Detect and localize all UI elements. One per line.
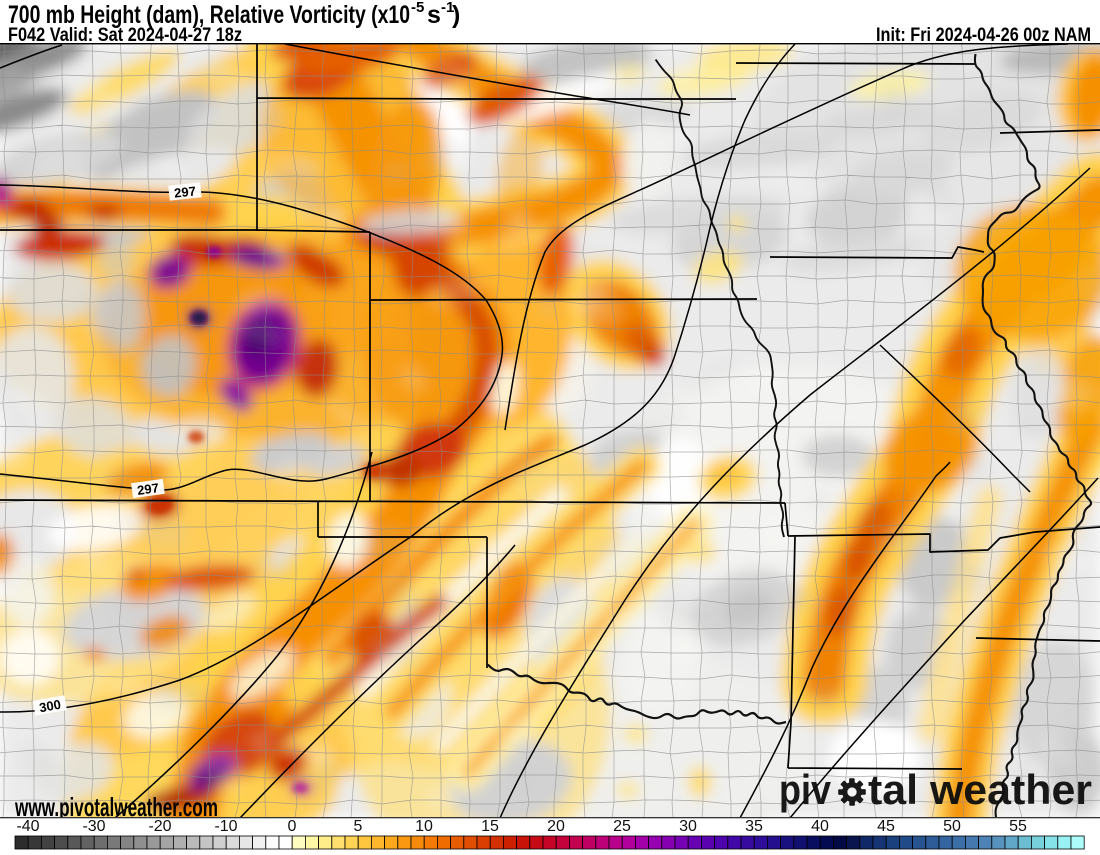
svg-text:700 mb Height (dam), Relative: 700 mb Height (dam), Relative Vorticity … [8,1,410,29]
svg-text:0: 0 [288,818,297,835]
svg-text:Init: Fri 2024-04-26 00z NAM: Init: Fri 2024-04-26 00z NAM [876,25,1091,46]
svg-text:): ) [452,1,460,29]
svg-text:35: 35 [745,818,763,835]
svg-text:45: 45 [877,818,895,835]
svg-text:297: 297 [136,480,160,498]
svg-text:-40: -40 [16,818,39,835]
svg-text:www.pivotalweather.com: www.pivotalweather.com [14,792,218,822]
svg-text:F042 Valid: Sat 2024-04-27 18z: F042 Valid: Sat 2024-04-27 18z [8,25,242,46]
svg-text:40: 40 [811,818,829,835]
svg-text:55: 55 [1009,818,1027,835]
svg-text:5: 5 [354,818,363,835]
svg-text:-20: -20 [148,818,171,835]
svg-text:10: 10 [415,818,433,835]
svg-text:piv: piv [779,766,832,813]
svg-text:30: 30 [679,818,697,835]
svg-text:300: 300 [38,697,62,716]
svg-text:20: 20 [547,818,565,835]
svg-text:-30: -30 [82,818,105,835]
svg-text:tal weather: tal weather [868,766,1092,813]
svg-text:50: 50 [943,818,961,835]
svg-text:25: 25 [613,818,631,835]
svg-text:s: s [427,1,441,29]
svg-text:-5: -5 [411,0,424,16]
svg-text:15: 15 [481,818,499,835]
svg-text:-10: -10 [214,818,237,835]
svg-text:-1: -1 [441,0,454,16]
svg-text:297: 297 [173,183,196,200]
